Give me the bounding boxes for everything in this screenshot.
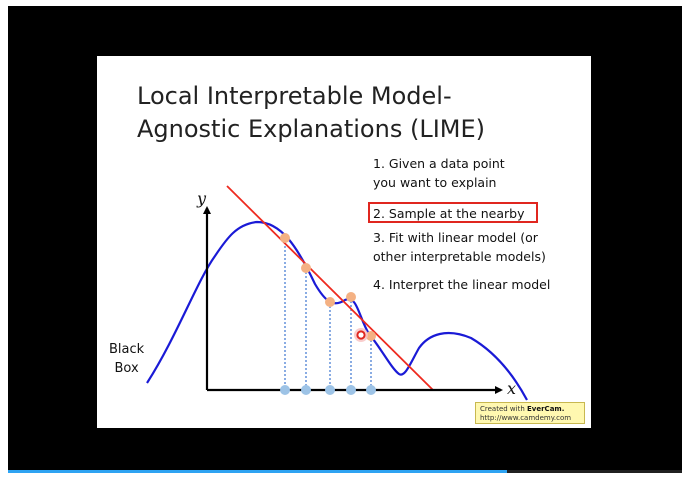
sample-point-3 bbox=[325, 297, 335, 307]
projection-points bbox=[280, 385, 376, 395]
step-2: 2. Sample at the nearby bbox=[373, 204, 583, 223]
projection-point-3 bbox=[325, 385, 335, 395]
video-progress-fill bbox=[8, 470, 507, 473]
sample-point-4 bbox=[346, 292, 356, 302]
step-2-highlight-box bbox=[368, 202, 538, 223]
target-point bbox=[356, 330, 366, 340]
projection-point-2 bbox=[301, 385, 311, 395]
step-1-line-1: 1. Given a data point bbox=[373, 156, 505, 171]
watermark-prefix: Created with bbox=[480, 405, 525, 413]
slide-title-line-2: Agnostic Explanations (LIME) bbox=[137, 115, 485, 143]
sample-points bbox=[280, 233, 376, 341]
step-2-text: 2. Sample at the nearby bbox=[373, 206, 525, 221]
step-4-text: 4. Interpret the linear model bbox=[373, 277, 551, 292]
watermark-brand: EverCam. bbox=[527, 405, 565, 413]
projection-point-5 bbox=[366, 385, 376, 395]
slide-title: Local Interpretable Model- Agnostic Expl… bbox=[137, 80, 577, 146]
evercam-watermark: Created with EverCam. http://www.camdemy… bbox=[475, 402, 585, 424]
step-3: 3. Fit with linear model (or other inter… bbox=[373, 228, 583, 266]
video-progress-bar[interactable] bbox=[8, 470, 682, 473]
black-box-label-line-2: Box bbox=[114, 361, 139, 376]
black-box-label: Black Box bbox=[109, 340, 144, 378]
black-box-curve bbox=[146, 220, 528, 401]
sample-point-5 bbox=[366, 331, 376, 341]
video-player[interactable]: Local Interpretable Model- Agnostic Expl… bbox=[8, 6, 682, 472]
linear-fit-line bbox=[226, 185, 434, 391]
projection-point-4 bbox=[346, 385, 356, 395]
watermark-line-1: Created with EverCam. bbox=[480, 405, 580, 414]
lime-diagram: y x bbox=[146, 185, 528, 401]
step-1: 1. Given a data point you want to explai… bbox=[373, 154, 583, 192]
step-3-line-2: other interpretable models) bbox=[373, 249, 546, 264]
sample-point-2 bbox=[301, 263, 311, 273]
y-axis-label: y bbox=[196, 189, 207, 208]
sample-point-1 bbox=[280, 233, 290, 243]
slide: Local Interpretable Model- Agnostic Expl… bbox=[97, 56, 591, 428]
black-box-label-line-1: Black bbox=[109, 342, 145, 357]
slide-title-line-1: Local Interpretable Model- bbox=[137, 82, 452, 110]
step-1-line-2: you want to explain bbox=[373, 175, 497, 190]
watermark-url: http://www.camdemy.com bbox=[480, 414, 572, 422]
step-4: 4. Interpret the linear model bbox=[373, 275, 583, 294]
projection-point-1 bbox=[280, 385, 290, 395]
x-axis-label: x bbox=[507, 379, 516, 398]
step-3-line-1: 3. Fit with linear model (or bbox=[373, 230, 538, 245]
projection-lines bbox=[284, 238, 372, 390]
